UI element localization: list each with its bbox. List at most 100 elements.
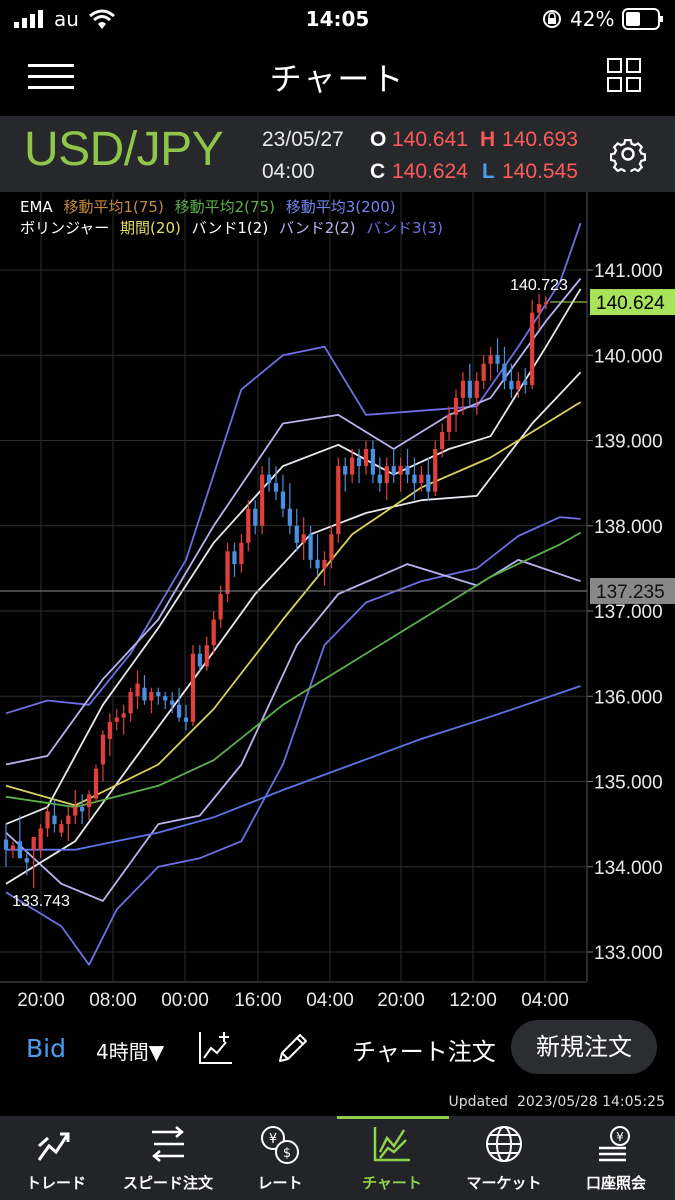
currency-pair[interactable]: USD/JPY: [24, 123, 224, 176]
x-tick-label: 04:00: [521, 990, 569, 1011]
candle: [107, 713, 112, 756]
y-tick-label: 141.000: [594, 261, 663, 282]
status-bar: au 14:05 42%: [0, 0, 675, 38]
candle-body: [260, 474, 265, 526]
tab-market[interactable]: マーケット: [448, 1116, 560, 1200]
candle-body: [93, 768, 99, 799]
bollinger-legend: ボリンジャー 期間(20) バンド1(2) バンド2(2) バンド3(3): [20, 217, 443, 238]
candle-body: [502, 363, 507, 381]
updated-timestamp: Updated 2023/05/28 14:05:25: [448, 1094, 665, 1110]
clock: 14:05: [305, 7, 370, 31]
pencil-icon[interactable]: [276, 1030, 310, 1066]
candle: [377, 457, 382, 492]
tab-chart[interactable]: チャート: [336, 1116, 448, 1200]
candle: [204, 636, 209, 671]
candle-body: [433, 449, 438, 492]
candle: [516, 372, 521, 398]
candle-body: [66, 815, 71, 825]
price-chart[interactable]: 141.000 140.000 139.000 138.000 137.000 136.0…: [0, 192, 675, 1014]
chart-canvas[interactable]: 141.000 140.000 139.000 138.000 137.000 136.0…: [0, 192, 675, 1014]
candle-body: [322, 559, 327, 569]
gear-icon[interactable]: [610, 136, 646, 172]
candle-body: [405, 466, 410, 475]
tab-speed-order[interactable]: スピード注文: [112, 1116, 224, 1200]
candle: [273, 466, 279, 501]
y-tick-label: 139.000: [594, 432, 663, 453]
candle-body: [24, 858, 29, 863]
candle-body: [142, 687, 147, 701]
candle: [225, 542, 230, 603]
add-indicator-icon[interactable]: [198, 1030, 234, 1066]
tab-bar: トレード スピード注文 ¥ $ レート チャート マーケット ¥ 口座照会: [0, 1116, 675, 1200]
bollinger-band1-lower-line: [5, 371, 582, 885]
candle: [170, 691, 175, 714]
candle: [100, 730, 106, 782]
timeframe-selector[interactable]: 4時間▼: [96, 1040, 165, 1064]
ema3-legend: 移動平均3(200): [285, 198, 396, 216]
candle: [426, 457, 431, 501]
candle-body: [377, 474, 382, 484]
candle-body: [10, 845, 16, 850]
bid-toggle[interactable]: Bid: [26, 1034, 66, 1063]
candle-body: [73, 807, 78, 816]
candle-body: [536, 304, 542, 313]
candle-body: [31, 836, 36, 850]
tab-rate[interactable]: ¥ $ レート: [224, 1116, 336, 1200]
ema1-line: [5, 401, 582, 807]
candle: [301, 517, 306, 560]
open-value: 140.641: [392, 128, 468, 151]
candle: [156, 687, 161, 705]
chart-order-button[interactable]: チャート注文: [352, 1038, 496, 1066]
candle-body: [453, 397, 459, 415]
candle-body: [45, 811, 50, 829]
high-value: 140.693: [502, 128, 578, 151]
quote-time: 04:00: [262, 160, 315, 183]
candle: [266, 457, 272, 492]
candle: [440, 423, 445, 458]
update-bar: Updated 2023/05/28 14:05:25: [0, 1094, 675, 1116]
wifi-icon: [89, 9, 115, 29]
candle: [31, 836, 36, 889]
low-value: 140.545: [502, 160, 578, 183]
candle-body: [419, 474, 424, 484]
new-order-button[interactable]: 新規注文: [511, 1020, 657, 1074]
market-icon: [486, 1126, 522, 1162]
tab-rate-label: レート: [257, 1174, 303, 1192]
quote-header: USD/JPY 23/05/27 04:00 O 140.641 H 140.6…: [0, 116, 675, 192]
candle: [93, 764, 99, 803]
candle: [24, 849, 29, 876]
candle-body: [197, 653, 202, 667]
candle-body: [17, 841, 22, 859]
candle-body: [474, 380, 479, 398]
candle-body: [481, 363, 486, 381]
grid-layout-icon[interactable]: [607, 58, 641, 92]
candle-body: [398, 466, 403, 475]
candle: [370, 440, 376, 484]
candle: [467, 363, 472, 407]
candle-body: [156, 691, 161, 697]
candle: [239, 534, 244, 573]
hamburger-menu-icon[interactable]: [28, 64, 76, 90]
candle-body: [495, 355, 500, 364]
x-tick-label: 12:00: [449, 990, 497, 1011]
tab-market-label: マーケット: [466, 1174, 542, 1192]
tab-account[interactable]: ¥ 口座照会: [560, 1116, 672, 1200]
candle-body: [287, 508, 292, 526]
candle: [433, 440, 438, 496]
candle-body: [80, 807, 85, 812]
candle-body: [38, 828, 43, 850]
candle: [176, 687, 182, 722]
tab-trade[interactable]: トレード: [0, 1116, 112, 1200]
candle: [294, 508, 299, 552]
candle: [253, 500, 258, 535]
ema-legend-label: EMA: [20, 198, 53, 216]
candle: [10, 841, 16, 859]
candle: [315, 534, 320, 577]
candle: [260, 466, 265, 535]
candle-body: [190, 653, 196, 722]
candle-body: [294, 525, 299, 543]
candle: [52, 798, 57, 833]
bollinger-band3-upper-line: [5, 222, 582, 715]
battery-icon: [622, 8, 663, 30]
bb-band1-legend: バンド1(2): [191, 219, 269, 237]
